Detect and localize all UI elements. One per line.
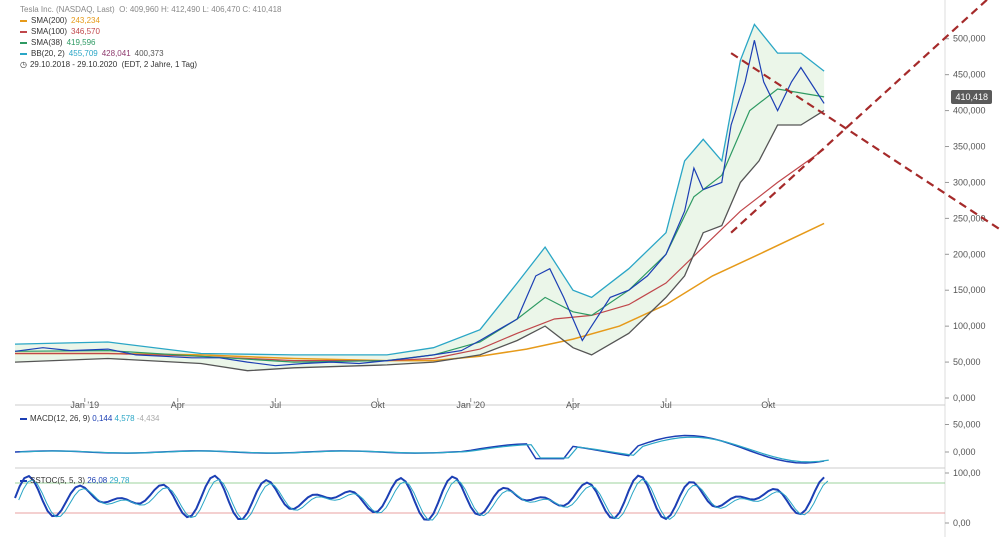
stoch-k-line [14, 474, 825, 521]
x-tick-label: Jan '19 [70, 400, 99, 410]
x-tick-label: Okt [371, 400, 386, 410]
stoch-d-line [18, 478, 829, 521]
current-price-tag: 410,418 [951, 90, 992, 104]
macd-line [14, 434, 825, 464]
stoch-label: SSTOC(5, 5, 3) 26,08 29,78 [20, 476, 130, 485]
x-tick-label: Apr [566, 400, 580, 410]
price-line [14, 40, 825, 367]
x-tick-label: Okt [761, 400, 776, 410]
bb-upper-line [14, 23, 825, 356]
x-tick-label: Jul [270, 400, 282, 410]
price-tick-label: 200,000 [953, 249, 986, 259]
stoch-tick-label: 0,00 [953, 518, 971, 528]
price-tick-label: 350,000 [953, 142, 986, 152]
legend-sma38: SMA(38) 419,596 [20, 37, 282, 48]
chart-legend: Tesla Inc. (NASDAQ, Last) O: 409,960 H: … [20, 4, 282, 70]
trendline-up [730, 0, 989, 234]
x-tick-label: Apr [171, 400, 185, 410]
price-tick-label: 300,000 [953, 177, 986, 187]
price-tick-label: 500,000 [953, 34, 986, 44]
stoch-tick-label: 100,00 [953, 468, 981, 478]
sma100-line [15, 148, 825, 362]
price-tick-label: 400,000 [953, 106, 986, 116]
macd-signal-line [19, 436, 829, 463]
price-tick-label: 250,000 [953, 213, 986, 223]
macd-tick-label: 0,000 [953, 447, 976, 457]
trendline-down [730, 52, 1000, 231]
price-tick-label: 450,000 [953, 70, 986, 80]
macd-label: MACD(12, 26, 9) 0,144 4,578 -4,434 [20, 414, 159, 423]
x-tick-label: Jul [660, 400, 672, 410]
ohlc-values: O: 409,960 H: 412,490 L: 406,470 C: 410,… [119, 5, 282, 14]
price-tick-label: 50,000 [953, 357, 981, 367]
bollinger-band-fill [15, 24, 825, 371]
price-tick-label: 0,000 [953, 393, 976, 403]
legend-sma100: SMA(100) 346,570 [20, 26, 282, 37]
chart-title: Tesla Inc. (NASDAQ, Last) [20, 5, 115, 14]
bb-lower-line [14, 110, 825, 372]
macd-tick-label: 50,000 [953, 420, 981, 430]
legend-bb: BB(20, 2) 455,709 428,041 400,373 [20, 48, 282, 59]
price-tick-label: 150,000 [953, 285, 986, 295]
sma38-line [14, 88, 825, 363]
price-tick-label: 100,000 [953, 321, 986, 331]
sma200-line [15, 222, 825, 362]
legend-sma200: SMA(200) 243,234 [20, 15, 282, 26]
clock-icon: ◷ [20, 60, 27, 69]
x-tick-label: Jan '20 [456, 400, 485, 410]
legend-range: ◷ 29.10.2018 - 29.10.2020 (EDT, 2 Jahre, … [20, 60, 198, 69]
